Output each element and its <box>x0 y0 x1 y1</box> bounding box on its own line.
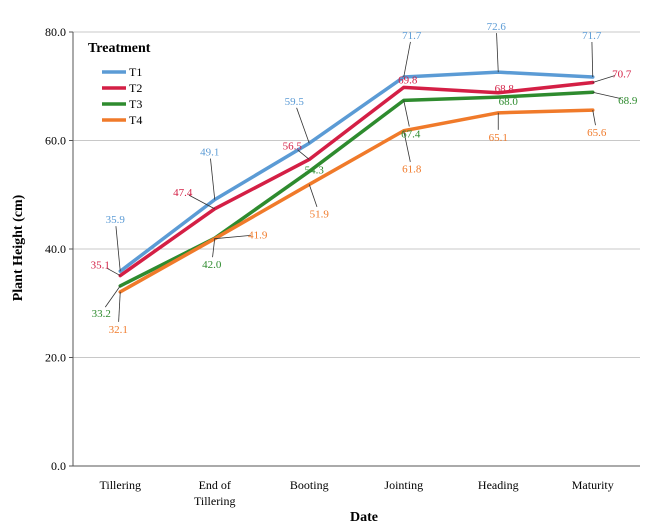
x-tick-labels: Tillering End of Tillering Booting Jointing H… <box>99 478 613 508</box>
data-label-t4: 61.8 <box>402 164 422 176</box>
x-tick-label: End of Tillering <box>194 478 236 508</box>
data-label-t1: 71.7 <box>582 30 602 42</box>
legend-label-t2: T2 <box>129 81 142 95</box>
data-label-leaders <box>104 33 622 322</box>
data-label-t2: 47.4 <box>173 187 193 199</box>
y-tick-label: 0.0 <box>51 459 66 473</box>
y-tick-label: 20.0 <box>45 351 66 365</box>
legend-label-t4: T4 <box>129 113 142 127</box>
x-tick-label: Maturity <box>572 478 614 492</box>
x-tick-label: Jointing <box>384 478 423 492</box>
legend-label-t3: T3 <box>129 97 142 111</box>
data-label-t4: 65.1 <box>489 132 508 144</box>
data-label-leader <box>210 158 216 200</box>
legend: Treatment T1 T2 T3 T4 <box>88 41 151 127</box>
x-tick-label: Tillering <box>99 478 141 492</box>
data-label-t1: 71.7 <box>402 30 422 42</box>
data-label-t1: 59.5 <box>285 96 305 108</box>
data-label-t3: 33.2 <box>92 308 111 320</box>
data-label-leader <box>592 91 622 100</box>
legend-title: Treatment <box>88 41 151 56</box>
data-label-t1: 35.9 <box>106 214 126 226</box>
data-label-t3: 68.0 <box>499 96 519 108</box>
data-labels: 35.9 49.1 59.5 71.7 72.6 71.7 35.1 47.4 56.5 69.8… <box>91 21 638 336</box>
data-label-t3: 67.4 <box>401 128 421 140</box>
data-label-leader <box>214 234 251 240</box>
axes <box>69 31 640 467</box>
data-label-leader <box>496 33 499 73</box>
data-label-leader <box>592 110 596 126</box>
legend-label-t1: T1 <box>129 65 142 79</box>
data-label-t4: 65.6 <box>587 127 607 139</box>
data-label-leader <box>592 75 616 83</box>
data-label-t1: 49.1 <box>200 147 219 159</box>
data-label-leader <box>212 238 216 258</box>
data-label-t3: 68.9 <box>618 95 638 107</box>
x-tick-label: Heading <box>478 478 519 492</box>
grid-lines <box>73 31 640 358</box>
data-label-leader <box>403 130 411 162</box>
data-label-leader <box>296 107 310 144</box>
data-label-t4: 32.1 <box>109 324 128 336</box>
data-label-leader <box>104 285 121 308</box>
series-lines <box>118 70 595 294</box>
legend-items: T1 T2 T3 T4 <box>102 65 142 127</box>
data-label-leader <box>403 100 410 127</box>
data-label-t2: 70.7 <box>612 68 632 80</box>
data-label-leader <box>403 41 411 78</box>
data-label-leader <box>591 42 594 78</box>
y-tick-label: 60.0 <box>45 134 66 148</box>
data-label-t3: 54.3 <box>305 164 325 176</box>
data-label-t2: 35.1 <box>91 260 110 272</box>
y-axis-title: Plant Height (cm) <box>11 194 26 301</box>
data-label-t4: 51.9 <box>310 208 330 220</box>
series-line-t1 <box>118 70 595 273</box>
series-line-t4 <box>118 108 595 294</box>
data-label-leader <box>118 291 121 322</box>
data-label-leader <box>308 184 318 207</box>
data-label-t2: 56.5 <box>283 140 303 152</box>
data-label-t2: 68.8 <box>495 83 515 95</box>
data-label-t1: 72.6 <box>487 21 507 33</box>
y-tick-label: 40.0 <box>45 242 66 256</box>
y-tick-labels: 0.0 20.0 40.0 60.0 80.0 <box>45 25 66 473</box>
data-label-leader <box>115 226 121 272</box>
data-label-t4: 41.9 <box>248 230 268 242</box>
data-label-leader <box>106 267 121 276</box>
x-tick-label: Booting <box>290 478 329 492</box>
data-label-t3: 42.0 <box>202 259 222 271</box>
x-axis-title: Date <box>350 510 378 525</box>
data-label-leader <box>297 149 310 160</box>
data-label-leader <box>188 194 215 210</box>
y-tick-label: 80.0 <box>45 25 66 39</box>
data-label-t2: 69.8 <box>398 74 418 86</box>
series-line-t2 <box>118 80 595 278</box>
